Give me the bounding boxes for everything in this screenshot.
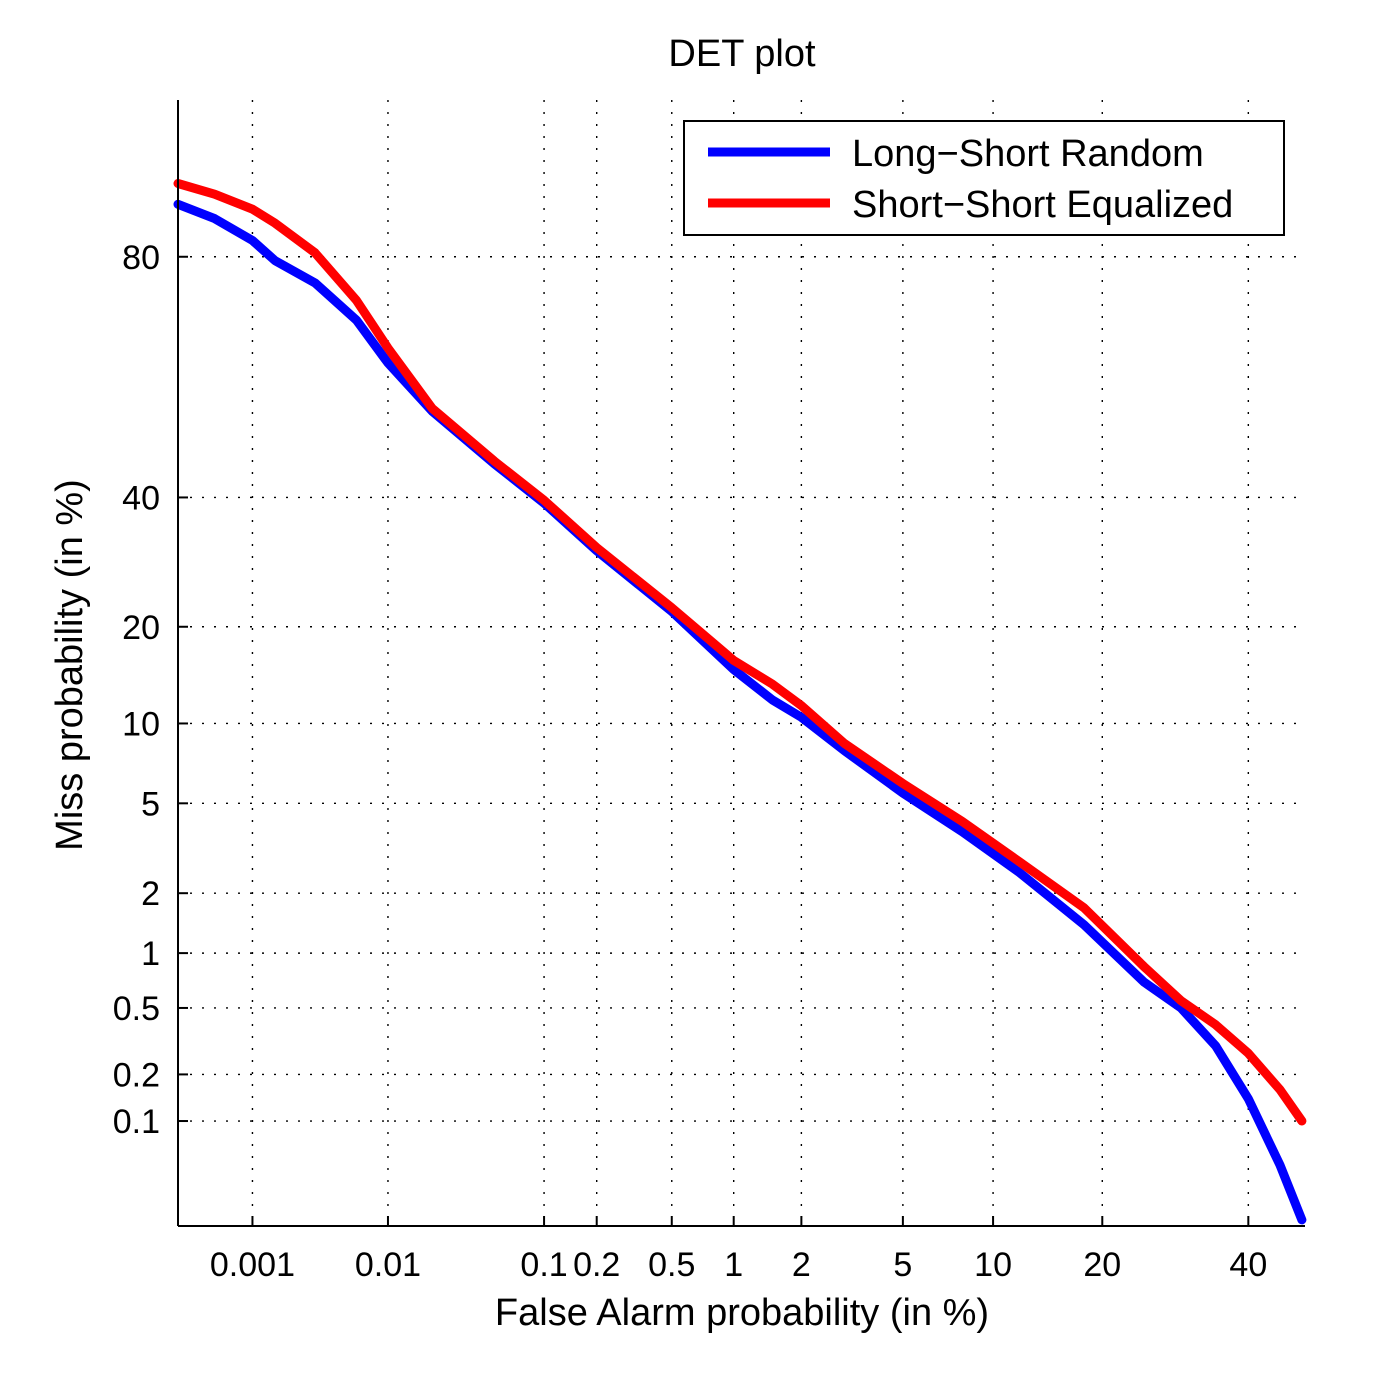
x-tick-label: 0.001 xyxy=(210,1246,295,1284)
chart-title: DET plot xyxy=(668,33,816,75)
y-tick-label: 0.2 xyxy=(113,1056,160,1094)
series-lines xyxy=(173,179,1307,1225)
y-tick-label: 10 xyxy=(122,705,160,743)
y-ticks: 0.1 0.2 0.5 1 2 5 10 20 40 80 xyxy=(113,239,188,1141)
y-axis-label: Miss probability (in %) xyxy=(49,479,91,851)
y-tick-label: 5 xyxy=(141,785,160,823)
y-tick-label: 80 xyxy=(122,239,160,277)
x-tick-label: 0.2 xyxy=(573,1246,620,1284)
y-tick-label: 1 xyxy=(141,935,160,973)
x-tick-label: 0.01 xyxy=(355,1246,421,1284)
legend-box xyxy=(683,120,1285,236)
y-tick-label: 20 xyxy=(122,609,160,647)
y-tick-label: 40 xyxy=(122,479,160,517)
x-tick-label: 5 xyxy=(893,1246,912,1284)
y-tick-label: 0.5 xyxy=(113,990,160,1028)
axes xyxy=(177,100,1305,1227)
series-line-long-short-random xyxy=(173,199,1307,1225)
x-tick-label: 20 xyxy=(1083,1246,1121,1284)
x-axis-label: False Alarm probability (in %) xyxy=(495,1292,989,1334)
legend-label-long-short-random: Long−Short Random xyxy=(852,133,1204,175)
legend: Long−Short Random Short−Short Equalized xyxy=(683,120,1285,236)
x-tick-label: 1 xyxy=(724,1246,743,1284)
x-tick-label: 2 xyxy=(792,1246,811,1284)
y-tick-label: 2 xyxy=(141,875,160,913)
x-ticks: 0.001 0.01 0.1 0.2 0.5 1 2 5 10 20 40 xyxy=(210,1216,1267,1284)
x-tick-label: 0.5 xyxy=(648,1246,695,1284)
x-tick-label: 0.1 xyxy=(520,1246,567,1284)
series-line-short-short-equalized xyxy=(173,179,1307,1126)
x-tick-label: 40 xyxy=(1229,1246,1267,1284)
x-tick-label: 10 xyxy=(974,1246,1012,1284)
y-tick-label: 0.1 xyxy=(113,1103,160,1141)
legend-label-short-short-equalized: Short−Short Equalized xyxy=(852,184,1233,226)
